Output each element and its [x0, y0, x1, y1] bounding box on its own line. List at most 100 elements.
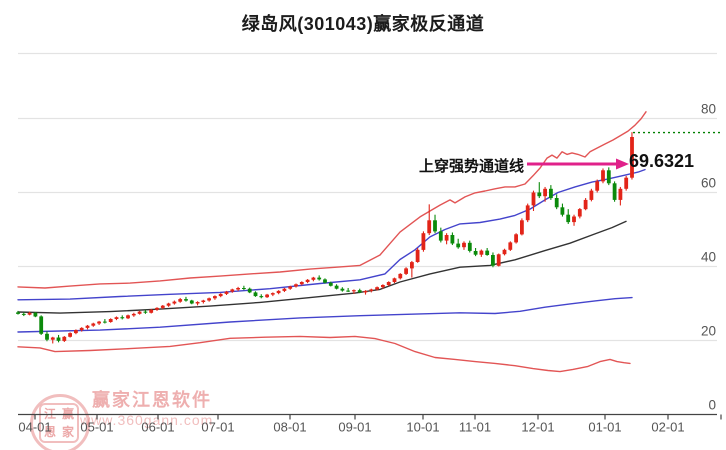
x-tick-label: 08-01	[273, 420, 306, 435]
channel-line-mid-channel-black	[17, 220, 627, 314]
x-tick-label: 11-01	[459, 420, 491, 435]
candle-body	[467, 242, 472, 251]
candle-body	[398, 273, 403, 279]
candle-body	[114, 317, 119, 319]
candle-body	[282, 288, 287, 291]
candle-body	[520, 220, 524, 235]
candle-body	[433, 220, 437, 232]
candle-body	[224, 291, 229, 294]
candle-body	[259, 296, 264, 298]
candle-body	[612, 183, 617, 200]
candle-body	[566, 214, 571, 223]
candle-body	[270, 293, 275, 295]
candle-body	[16, 312, 20, 314]
candle-body	[317, 277, 322, 280]
candle-body	[21, 313, 26, 315]
candle-body	[357, 290, 362, 293]
candle-body	[160, 305, 165, 308]
candle-body	[485, 250, 490, 255]
x-axis: 04-01 05-01 06-01 07-01 08-01 09-01 10-01 11-01…	[18, 413, 722, 435]
candle-body	[299, 282, 304, 285]
candle-body	[525, 205, 530, 221]
candle-body	[328, 282, 333, 286]
candle-body	[606, 170, 611, 184]
candle-body	[311, 277, 316, 280]
candle-body	[126, 315, 130, 319]
candle-body	[601, 170, 605, 182]
chart-title: 绿岛风(301043)赢家极反通道	[241, 14, 485, 34]
candle-body	[108, 319, 113, 322]
channel-line-outer-support-red-lower	[17, 335, 631, 373]
candle-body	[143, 311, 148, 313]
y-tick-label: 0	[708, 398, 716, 413]
watermark-url-text: www.360gann.com	[80, 412, 214, 428]
candle-body	[630, 137, 634, 178]
candle-body	[554, 198, 559, 208]
y-axis-labels: 80 60 40 20 0	[701, 102, 716, 413]
arrow-head	[616, 158, 629, 170]
candle-body	[421, 233, 426, 250]
candle-body	[334, 285, 339, 289]
candle-body	[456, 243, 461, 248]
candle-body	[201, 300, 206, 302]
candle-body	[33, 312, 38, 317]
candle-body	[68, 333, 72, 337]
candle-body	[386, 282, 391, 285]
candle-body	[294, 284, 298, 287]
candle-body	[577, 209, 582, 217]
breakout-annotation-label: 上穿强势通道线	[418, 158, 524, 175]
candle-body	[549, 188, 553, 199]
candle-body	[91, 323, 96, 326]
candle-body	[583, 199, 588, 210]
candle-body	[45, 333, 49, 340]
x-tick-label: 10-01	[406, 420, 439, 435]
candle-body	[74, 330, 78, 334]
candle-body	[624, 177, 629, 189]
candle-body	[491, 255, 495, 266]
candle-body	[50, 337, 55, 340]
y-tick-label: 20	[701, 324, 716, 339]
x-tick-label: 04-01	[18, 420, 51, 435]
candle-body	[496, 254, 501, 266]
candle-body	[131, 313, 136, 316]
candle-body	[508, 242, 513, 250]
candle-body	[149, 309, 154, 313]
candle-body	[155, 307, 159, 310]
x-tick-label: 07-01	[201, 420, 234, 435]
candle-body	[346, 290, 350, 292]
channel-lines	[17, 111, 647, 373]
candle-body	[189, 300, 194, 304]
x-tick-label: 06-01	[141, 420, 174, 435]
watermark-seal: 江赢恩家	[30, 394, 90, 450]
candle-body	[438, 231, 443, 241]
x-tick-label: 05-01	[80, 420, 113, 435]
candle-body	[253, 292, 258, 297]
x-tick-label: 12-01	[521, 420, 554, 435]
candle-body	[56, 337, 61, 341]
candle-body	[381, 285, 385, 288]
candle-body	[363, 290, 368, 293]
candle-body	[352, 290, 356, 292]
candle-body	[589, 190, 594, 200]
candle-body	[218, 293, 223, 297]
candle-body	[265, 294, 269, 298]
y-tick-label: 40	[701, 250, 716, 265]
candle-body	[288, 286, 293, 289]
candle-body	[27, 312, 32, 315]
breakout-price-label: 69.6321	[629, 151, 695, 171]
candle-body	[543, 188, 547, 197]
candle-body	[404, 268, 408, 274]
candle-body	[120, 317, 125, 319]
candle-body	[178, 299, 183, 302]
candle-body	[392, 278, 397, 282]
candle-body	[369, 289, 374, 291]
candle-body	[213, 296, 217, 299]
candle-body	[375, 287, 379, 290]
candle-body	[473, 251, 478, 255]
candles	[16, 132, 634, 344]
candle-body	[531, 192, 536, 206]
candle-body	[207, 298, 211, 301]
candle-body	[103, 321, 107, 323]
